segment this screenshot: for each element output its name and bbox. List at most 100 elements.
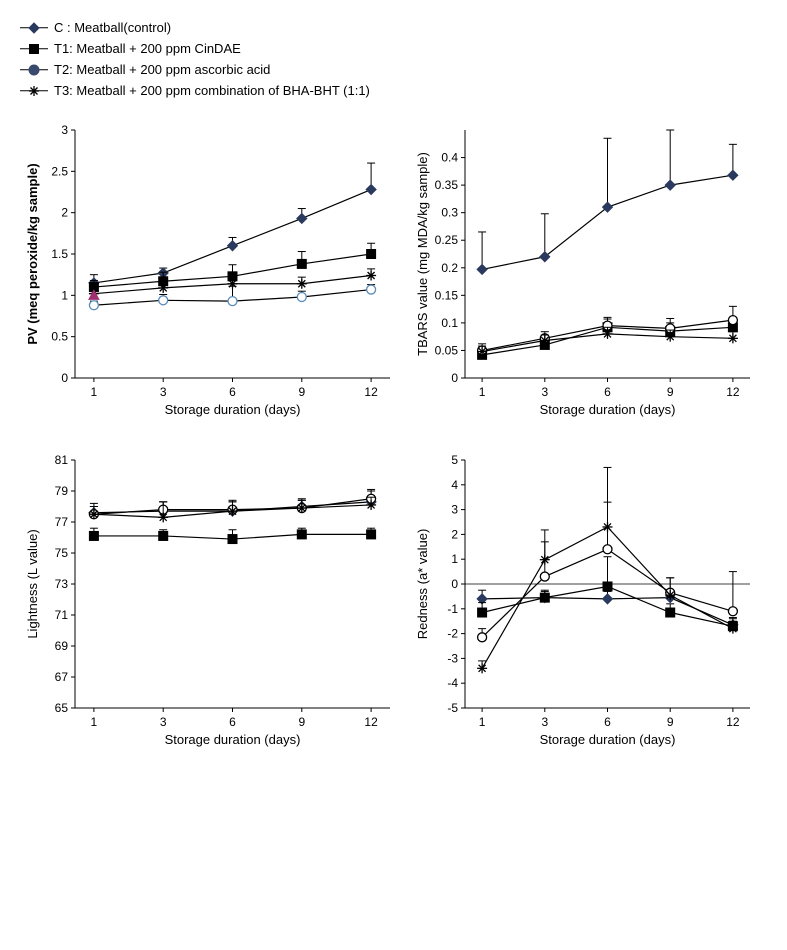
legend-label-2: T2: Meatball + 200 ppm ascorbic acid — [54, 62, 270, 77]
xtick-label: 6 — [604, 385, 611, 399]
ytick-label: 0.1 — [441, 316, 458, 330]
legend: C : Meatball(control) T1: Meatball + 200… — [20, 20, 767, 98]
xtick-label: 6 — [604, 715, 611, 729]
ytick-label: 79 — [55, 484, 69, 498]
series-marker — [297, 279, 307, 289]
legend-label-0: C : Meatball(control) — [54, 20, 171, 35]
xtick-label: 12 — [364, 715, 378, 729]
ytick-label: 71 — [55, 608, 69, 622]
ytick-label: 3 — [451, 503, 458, 517]
ytick-label: 1 — [451, 552, 458, 566]
series-marker — [228, 241, 238, 251]
ytick-label: 0.3 — [441, 206, 458, 220]
series-marker — [89, 531, 98, 540]
ytick-label: 0.2 — [441, 261, 458, 275]
ytick-label: 0 — [451, 577, 458, 591]
legend-marker-1 — [20, 42, 48, 56]
ytick-label: 2 — [61, 206, 68, 220]
x-axis-label: Storage duration (days) — [165, 732, 301, 747]
series-marker — [158, 512, 168, 522]
ytick-label: 0.05 — [435, 343, 459, 357]
chart-svg: 00.050.10.150.20.250.30.350.4136912 — [410, 118, 760, 418]
series-marker — [728, 170, 738, 180]
series-marker — [159, 531, 168, 540]
series-marker — [603, 594, 613, 604]
series-marker — [603, 329, 613, 339]
series-marker — [297, 292, 306, 301]
series-marker — [228, 279, 238, 289]
series-marker — [297, 213, 307, 223]
ytick-label: 81 — [55, 453, 69, 467]
series-marker — [728, 333, 738, 343]
ytick-label: 77 — [55, 515, 69, 529]
xtick-label: 6 — [229, 715, 236, 729]
legend-item-1: T1: Meatball + 200 ppm CinDAE — [20, 41, 767, 56]
series-marker — [366, 500, 376, 510]
series-marker — [297, 530, 306, 539]
ytick-label: 73 — [55, 577, 69, 591]
y-axis-label: TBARS value (mg MDA/kg sample) — [415, 152, 430, 356]
series-marker — [540, 593, 549, 602]
ytick-label: 1.5 — [51, 247, 68, 261]
ytick-label: 67 — [55, 670, 69, 684]
chart-svg: -5-4-3-2-1012345136912 — [410, 448, 760, 748]
x-axis-label: Storage duration (days) — [540, 732, 676, 747]
series-marker — [367, 285, 376, 294]
xtick-label: 12 — [364, 385, 378, 399]
legend-item-2: T2: Meatball + 200 ppm ascorbic acid — [20, 62, 767, 77]
xtick-label: 3 — [541, 385, 548, 399]
series-marker — [297, 259, 306, 268]
chart-svg: 656769717375777981136912 — [20, 448, 400, 748]
ytick-label: 0 — [61, 371, 68, 385]
ytick-label: 0.15 — [435, 288, 459, 302]
ytick-label: 1 — [61, 288, 68, 302]
series-marker — [728, 316, 737, 325]
ytick-label: 75 — [55, 546, 69, 560]
legend-label-1: T1: Meatball + 200 ppm CinDAE — [54, 41, 241, 56]
ytick-label: 4 — [451, 478, 458, 492]
ytick-label: 0.4 — [441, 151, 458, 165]
ytick-label: 2.5 — [51, 164, 68, 178]
ytick-label: 65 — [55, 701, 69, 715]
ytick-label: 0.5 — [51, 330, 68, 344]
series-marker — [665, 332, 675, 342]
xtick-label: 3 — [541, 715, 548, 729]
chart-lightness: 656769717375777981136912 — [20, 448, 400, 768]
x-axis-label: Storage duration (days) — [165, 402, 301, 417]
series-marker — [603, 582, 612, 591]
x-axis-label: Storage duration (days) — [540, 402, 676, 417]
ytick-label: -4 — [447, 676, 458, 690]
xtick-label: 12 — [726, 715, 740, 729]
legend-marker-2 — [20, 63, 48, 77]
xtick-label: 3 — [160, 715, 167, 729]
series-marker — [478, 633, 487, 642]
series-marker — [228, 297, 237, 306]
series-marker — [665, 180, 675, 190]
series-marker — [728, 607, 737, 616]
ytick-label: 3 — [61, 123, 68, 137]
xtick-label: 1 — [91, 385, 98, 399]
ytick-label: -2 — [447, 627, 458, 641]
ytick-label: -3 — [447, 651, 458, 665]
series-marker — [540, 572, 549, 581]
series-marker — [477, 264, 487, 274]
xtick-label: 9 — [667, 385, 674, 399]
xtick-label: 6 — [229, 385, 236, 399]
series-marker — [477, 663, 487, 673]
series-marker — [89, 509, 99, 519]
series-marker — [366, 185, 376, 195]
ytick-label: 0 — [451, 371, 458, 385]
y-axis-label: Redness (a* value) — [415, 529, 430, 640]
chart-redness: -5-4-3-2-1012345136912 — [410, 448, 770, 768]
ytick-label: -1 — [447, 602, 458, 616]
xtick-label: 1 — [479, 385, 486, 399]
legend-label-3: T3: Meatball + 200 ppm combination of BH… — [54, 83, 370, 98]
ytick-label: -5 — [447, 701, 458, 715]
series-marker — [367, 250, 376, 259]
chart-tbars: 00.050.10.150.20.250.30.350.4136912 — [410, 118, 770, 438]
series-marker — [366, 270, 376, 280]
chart-svg: 00.511.522.53136912 — [20, 118, 400, 418]
ytick-label: 5 — [451, 453, 458, 467]
series-marker — [478, 608, 487, 617]
series-marker — [666, 608, 675, 617]
